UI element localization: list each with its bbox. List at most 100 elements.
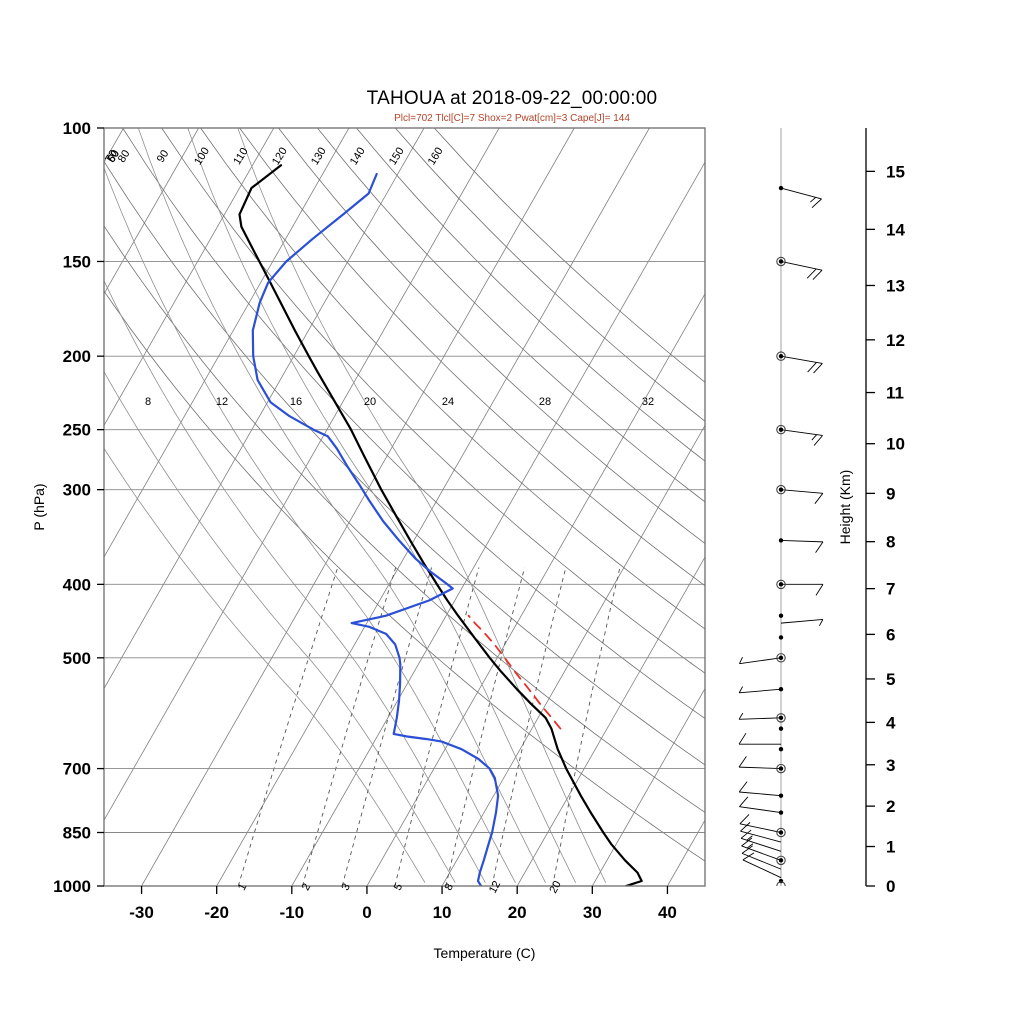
wind-barb-shaft — [780, 429, 823, 436]
wind-level-marker — [778, 259, 784, 264]
moist-adiabat-label: 24 — [442, 396, 454, 408]
wind-level-marker — [778, 686, 784, 692]
moist-adiabat — [237, 128, 607, 883]
z-axis-title: Height (Km) — [837, 470, 853, 545]
temperature-tick-label: -10 — [280, 903, 305, 922]
wind-level-marker-open — [776, 424, 786, 435]
wind-barb-shaft — [740, 830, 782, 843]
wind-barb-half — [811, 434, 817, 441]
wind-barb-full — [815, 584, 824, 596]
dry-adiabat — [200, 128, 705, 630]
dry-adiabat-label: 110 — [231, 146, 250, 167]
mixing-ratio-label: 8 — [443, 882, 456, 893]
isotherm — [366, 293, 705, 886]
wind-level-marker-open — [776, 881, 786, 886]
isotherm — [104, 128, 275, 427]
trace-parcel — [467, 614, 562, 730]
height-tick-label: 14 — [886, 220, 905, 239]
wind-level-marker — [778, 715, 784, 721]
moist-adiabat — [104, 166, 516, 883]
height-tick-label: 15 — [886, 162, 905, 181]
moist-adiabat — [137, 128, 546, 883]
wind-barb-full — [812, 269, 823, 280]
wind-barb-shaft — [739, 657, 782, 665]
wind-barb-half — [738, 712, 744, 720]
wind-level-marker — [778, 487, 784, 492]
wind-level-marker — [778, 635, 784, 640]
wind-level-marker-open — [776, 713, 786, 723]
trace-dewpoint — [251, 172, 500, 886]
wind-level-marker — [778, 427, 784, 432]
wind-profile — [738, 128, 824, 886]
isotherm — [441, 424, 705, 886]
temperature-tick-label: 0 — [362, 903, 371, 922]
wind-level-marker — [778, 185, 784, 191]
mixing-ratio-line — [302, 567, 397, 886]
wind-barb-full — [738, 756, 747, 768]
mixing-ratio-line — [341, 567, 433, 886]
wind-barb-shaft — [741, 845, 782, 861]
wind-barb-shaft — [741, 852, 782, 870]
mixing-ratio-line — [394, 567, 480, 886]
isotherm — [516, 556, 705, 886]
wind-barb-full — [807, 362, 817, 373]
wind-barb-shaft — [739, 823, 782, 833]
height-tick-label: 13 — [886, 276, 905, 295]
wind-barb-full — [738, 732, 747, 745]
wind-barb-full — [806, 268, 817, 279]
wind-barb-half — [746, 835, 753, 841]
wind-barb-full — [740, 822, 751, 832]
height-tick-label: 9 — [886, 484, 895, 503]
height-tick-label: 4 — [886, 713, 896, 732]
dry-adiabat-label: 50 — [105, 148, 122, 165]
wind-level-marker-open — [776, 827, 786, 838]
height-tick-label: 12 — [886, 331, 905, 350]
wind-level-marker — [778, 810, 784, 815]
height-tick-label: 2 — [886, 797, 895, 816]
page-title: TAHOUA at 2018-09-22_00:00:00 — [366, 88, 658, 109]
wind-level-marker — [778, 538, 784, 543]
isotherm — [216, 128, 650, 886]
y-axis-title: P (hPa) — [31, 483, 47, 530]
moist-adiabat-label: 20 — [364, 396, 376, 408]
isotherm — [291, 161, 705, 886]
pressure-tick-label: 100 — [63, 119, 91, 138]
mixing-ratio-label: 3 — [339, 882, 352, 893]
moist-adiabat — [187, 128, 576, 883]
wind-level-marker-open — [776, 351, 786, 361]
isotherm — [743, 128, 1024, 886]
wind-level-marker-open — [776, 256, 786, 267]
wind-level-marker-open — [776, 855, 786, 866]
height-tick-label: 8 — [886, 533, 895, 552]
wind-barb-shaft — [739, 717, 782, 720]
height-tick-label: 11 — [886, 384, 904, 403]
wind-barb-shaft — [739, 791, 782, 797]
mixing-ratio-label: 12 — [487, 879, 503, 895]
mixing-ratio-line — [491, 567, 567, 886]
pressure-tick-label: 850 — [63, 823, 91, 842]
isotherm — [104, 128, 200, 295]
pressure-tick-label: 700 — [63, 760, 91, 779]
pressure-tick-label: 400 — [63, 575, 91, 594]
trace-temperature — [238, 164, 643, 886]
wind-level-marker — [778, 858, 784, 863]
height-tick-label: 3 — [886, 756, 895, 775]
wind-barb-half — [810, 196, 817, 203]
dry-adiabat-label: 90 — [155, 148, 172, 165]
temperature-tick-label: 10 — [433, 903, 452, 922]
wind-barb-half — [738, 686, 744, 694]
wind-barb-full — [814, 493, 824, 504]
moist-adiabat-label: 28 — [539, 396, 551, 408]
wind-level-marker-open — [776, 653, 786, 663]
dry-adiabat-label: 130 — [309, 145, 329, 167]
wind-level-marker — [778, 830, 784, 835]
mixing-ratio-label: 1 — [236, 882, 249, 893]
moist-adiabat-label: 32 — [642, 396, 654, 408]
dry-adiabat — [239, 128, 705, 587]
wind-level-marker — [778, 353, 784, 359]
mixing-ratio-label: 5 — [392, 882, 405, 893]
dry-adiabat-label: 70 — [103, 148, 120, 165]
wind-level-marker — [778, 613, 784, 618]
